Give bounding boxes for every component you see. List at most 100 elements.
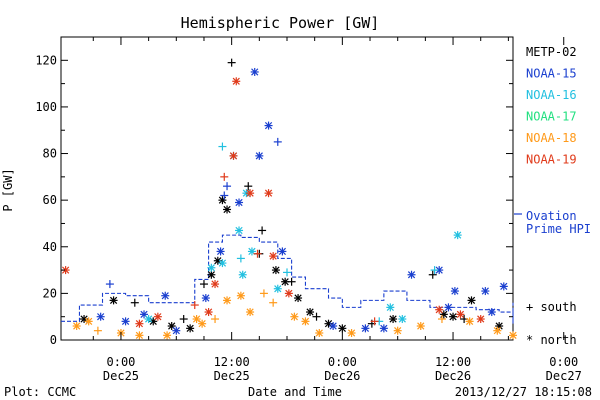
data-point-north [246,189,255,198]
marker-stroke [251,68,259,76]
data-point-north [223,205,232,214]
x-tick-date-label: Dec25 [214,369,250,383]
x-tick-date-label: Dec26 [324,369,360,383]
data-point-north [294,294,303,303]
marker-legend-entry: + south [526,300,577,314]
x-tick-time-label: 0:00 [549,355,578,369]
marker-stroke [301,317,310,325]
marker-stroke [269,252,277,260]
marker-stroke [246,189,254,197]
data-point-north [192,315,201,324]
y-tick-label: 40 [43,240,57,254]
timestamp-label: 2013/12/27 18:15:08 [455,385,592,399]
marker-stroke [509,331,517,339]
x-tick-time-label: 12:00 [435,355,471,369]
data-point-north [264,121,273,130]
data-point-north [135,331,144,340]
data-point-north [232,77,241,86]
data-point-north [235,226,244,235]
legend-entry: NOAA-18 [526,131,577,145]
data-point-north [207,263,216,272]
data-point-north [204,308,213,317]
data-point-south [253,249,262,258]
marker-stroke [135,320,144,328]
marker-stroke [204,308,213,316]
marker-stroke [198,320,206,328]
marker-stroke [435,266,443,274]
source-label: Plot: CCMC [4,385,76,399]
marker-stroke [214,257,222,265]
data-point-north [456,310,465,319]
data-point-south [437,315,446,324]
ovation-series [61,234,514,324]
data-point-north [218,259,227,268]
data-point-north [290,312,299,321]
marker-stroke [272,266,280,274]
data-point-north [393,326,402,335]
marker-stroke [435,306,443,314]
marker-stroke [223,205,231,214]
marker-stroke [229,152,238,160]
data-point-north [453,231,462,240]
marker-stroke [477,315,485,323]
data-point-north [306,308,315,317]
x-axis-label: Date and Time [248,385,342,399]
marker-stroke [207,264,215,272]
data-point-north [211,280,220,289]
data-point-north [163,331,172,340]
marker-stroke [290,313,299,321]
data-point-north [72,322,81,331]
marker-stroke [449,313,457,321]
data-point-south [258,226,267,235]
data-point-north [386,303,395,312]
marker-stroke [380,324,388,332]
marker-stroke [218,259,227,267]
data-point-north [216,247,225,256]
data-point-south [236,254,245,263]
data-point-north [329,322,338,331]
data-point-south [312,312,321,321]
marker-stroke [216,247,225,256]
marker-stroke [192,315,201,323]
marker-stroke [211,280,219,288]
x-tick-time-label: 12:00 [214,355,250,369]
marker-stroke [97,313,105,321]
legend-entry: NOAA-16 [526,88,577,102]
marker-stroke [389,315,397,323]
data-point-south [220,191,229,200]
marker-stroke [500,282,508,291]
data-point-north [338,324,347,333]
data-point-north [465,317,474,326]
marker-stroke [444,303,453,311]
y-tick-label: 100 [35,100,57,114]
data-point-south [105,280,114,289]
marker-stroke [161,292,169,300]
data-point-north [379,324,388,333]
data-point-north [269,252,278,261]
marker-stroke [306,308,314,316]
data-point-south [430,266,439,275]
data-point-north [135,319,144,328]
data-point-south [218,142,227,151]
data-points [61,58,517,340]
data-point-north [218,196,227,205]
data-point-north [109,296,118,305]
data-point-north [207,270,216,279]
y-tick-label: 120 [35,53,57,67]
data-point-north [229,151,238,160]
data-point-north [407,270,416,279]
data-point-north [96,312,105,321]
data-point-north [435,305,444,314]
y-axis-label: P [GW] [1,168,15,211]
marker-stroke [172,327,180,335]
marker-stroke [85,317,93,325]
marker-stroke [121,317,130,325]
data-point-north [467,296,476,305]
marker-stroke [456,310,465,318]
y-tick-label: 0 [50,333,57,347]
marker-stroke [239,271,247,279]
marker-stroke [329,322,337,330]
data-point-north [449,312,458,321]
marker-stroke [264,189,273,197]
